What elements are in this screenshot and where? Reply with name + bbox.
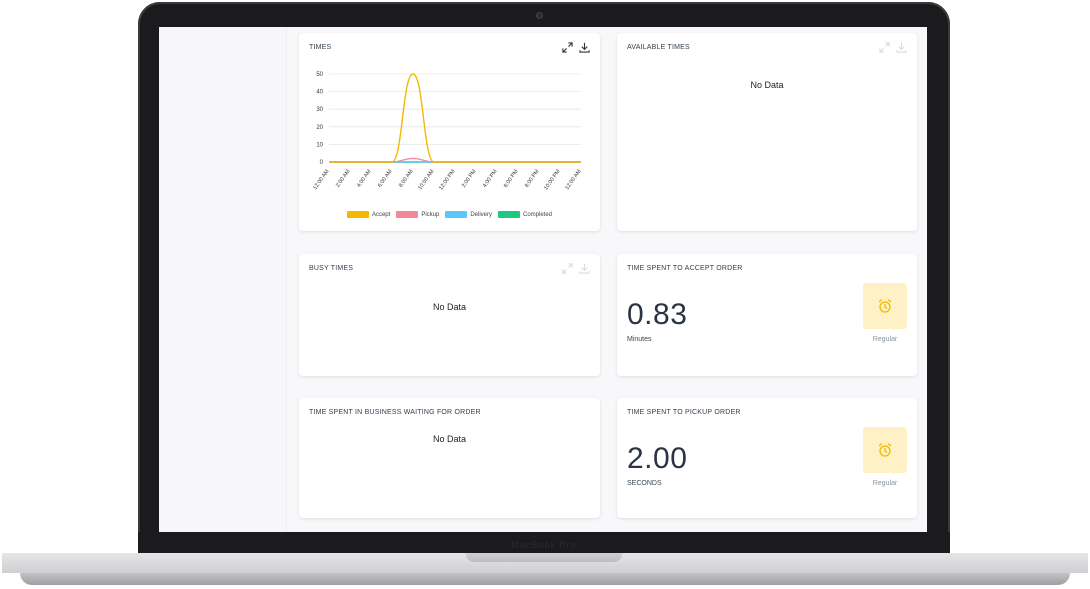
base-notch: [466, 553, 622, 562]
legend-item-completed[interactable]: Completed: [498, 211, 552, 218]
expand-icon: [879, 42, 890, 53]
camera-icon: [536, 12, 543, 19]
download-icon[interactable]: [579, 42, 590, 53]
alarm-clock-icon: [878, 299, 892, 313]
busy-times-card: BUSY TIMES No Data: [299, 254, 600, 376]
base-bottom: [20, 573, 1070, 585]
y-tick-label: 10: [316, 142, 323, 148]
y-tick-label: 0: [320, 160, 324, 166]
laptop-brand: MacBook Pro: [511, 540, 577, 550]
no-data-text: No Data: [432, 302, 467, 312]
legend-item-accept[interactable]: Accept: [346, 211, 391, 218]
legend-label-completed: Completed: [523, 211, 553, 218]
badge-label: Regular: [872, 336, 898, 343]
x-tick-label: 6:00 PM: [503, 168, 520, 189]
series-line-accept: [328, 73, 581, 163]
accept-order-unit: Minutes: [627, 336, 652, 343]
waiting-order-title: TIME SPENT IN BUSINESS WAITING FOR ORDER: [309, 409, 481, 416]
x-tick-label: 6:00 AM: [377, 168, 394, 188]
x-tick-label: 4:00 AM: [356, 168, 373, 188]
x-tick-label: 10:00 PM: [543, 168, 562, 191]
y-tick-label: 20: [316, 125, 323, 131]
alarm-clock-icon: [878, 443, 892, 457]
times-card-title: TIMES: [309, 44, 332, 51]
x-tick-label: 2:00 AM: [335, 168, 352, 188]
y-tick-label: 50: [316, 72, 323, 78]
no-data-text: No Data: [432, 434, 467, 444]
legend-swatch-delivery: [445, 211, 468, 218]
legend-swatch-pickup: [396, 211, 419, 218]
x-tick-label: 10:00 AM: [417, 168, 435, 191]
pickup-order-title: TIME SPENT TO PICKUP ORDER: [627, 409, 741, 416]
expand-icon[interactable]: [562, 42, 573, 53]
no-data-text: No Data: [750, 80, 784, 90]
busy-times-title: BUSY TIMES: [309, 265, 354, 272]
pickup-order-unit: SECONDS: [627, 480, 662, 487]
waiting-order-card: TIME SPENT IN BUSINESS WAITING FOR ORDER…: [299, 398, 600, 518]
x-tick-label: 2:00 PM: [461, 168, 478, 189]
x-tick-label: 12:00 PM: [438, 168, 457, 191]
x-tick-label: 12:00 AM: [312, 168, 330, 191]
available-times-card: AVAILABLE TIMES No Data: [617, 33, 917, 231]
base-top: [2, 553, 1088, 573]
pickup-order-value: 2.00: [627, 442, 688, 475]
accept-order-card: TIME SPENT TO ACCEPT ORDER 0.83 Minutes …: [617, 254, 917, 376]
x-tick-label: 8:00 PM: [524, 168, 541, 189]
available-times-title: AVAILABLE TIMES: [627, 44, 690, 51]
sidebar: [159, 27, 287, 532]
legend-label-pickup: Pickup: [421, 211, 440, 218]
legend-label-accept: Accept: [371, 211, 391, 218]
pickup-order-card: TIME SPENT TO PICKUP ORDER 2.00 SECONDS …: [617, 398, 917, 518]
legend-swatch-completed: [498, 211, 520, 218]
x-tick-label: 4:00 PM: [482, 168, 499, 189]
screen: TIMES 0 10 20 30 40 50 12:00 AM 2:00 AM 4:00 AM 6…: [159, 27, 927, 532]
dashboard-content: TIMES 0 10 20 30 40 50 12:00 AM 2:00 AM 4:00 AM 6…: [287, 27, 927, 532]
alarm-clock-badge: [863, 427, 907, 473]
legend-item-pickup[interactable]: Pickup: [396, 211, 439, 218]
times-card: TIMES 0 10 20 30 40 50 12:00 AM 2:00 AM 4:00 AM 6…: [299, 33, 600, 231]
accept-order-title: TIME SPENT TO ACCEPT ORDER: [627, 265, 743, 272]
x-tick-label: 8:00 AM: [398, 168, 415, 188]
badge-label: Regular: [872, 480, 898, 487]
expand-icon: [562, 263, 573, 274]
download-icon: [896, 42, 907, 53]
x-tick-label: 12:00 AM: [564, 168, 582, 191]
chart-legend: Accept Pickup Delivery Completed: [299, 211, 600, 218]
laptop-base: [0, 553, 1090, 589]
alarm-clock-badge: [863, 283, 907, 329]
times-line-chart: 0 10 20 30 40 50 12:00 AM 2:00 AM 4:00 AM 6:00 AM…: [312, 72, 582, 191]
legend-item-delivery[interactable]: Delivery: [445, 211, 492, 218]
legend-label-delivery: Delivery: [470, 211, 492, 218]
y-tick-label: 40: [316, 90, 323, 96]
legend-swatch-accept: [346, 211, 369, 218]
download-icon: [579, 263, 590, 274]
accept-order-value: 0.83: [627, 298, 688, 331]
y-tick-label: 30: [316, 107, 323, 113]
